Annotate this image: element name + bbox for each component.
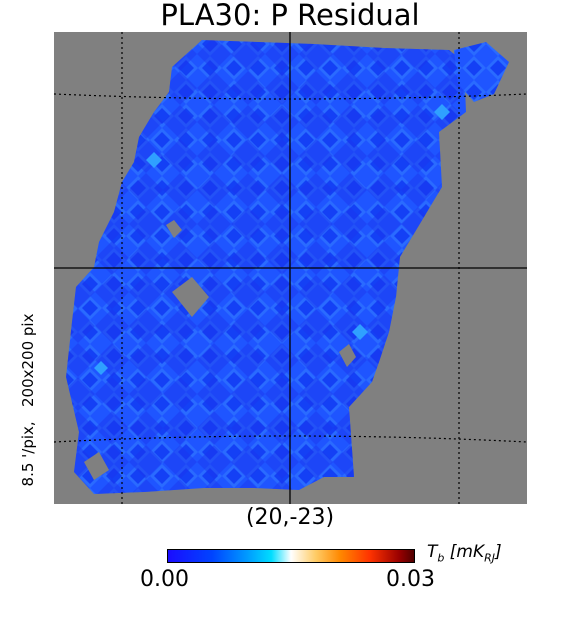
center-crosshair — [54, 32, 527, 504]
data-patch-top-right — [454, 42, 509, 102]
masked-hole-2 — [166, 220, 182, 238]
masked-hole-3 — [339, 344, 356, 367]
plot-title: PLA30: P Residual — [160, 0, 420, 32]
sky-map — [54, 32, 527, 504]
light-pixels — [94, 104, 450, 375]
projection-info-text: 8.5 '/pix, 200x200 pix — [19, 313, 37, 487]
colorbar-unit: Tb [mKRJ] — [427, 542, 502, 565]
colorbar-max-label: 0.03 — [386, 567, 435, 592]
colorbar — [167, 549, 415, 563]
center-coordinate: (20,-23) — [245, 505, 335, 530]
masked-hole-4 — [84, 452, 109, 480]
map-canvas — [54, 32, 527, 504]
masked-hole-1 — [172, 277, 209, 317]
colorbar-min-label: 0.00 — [140, 567, 189, 592]
